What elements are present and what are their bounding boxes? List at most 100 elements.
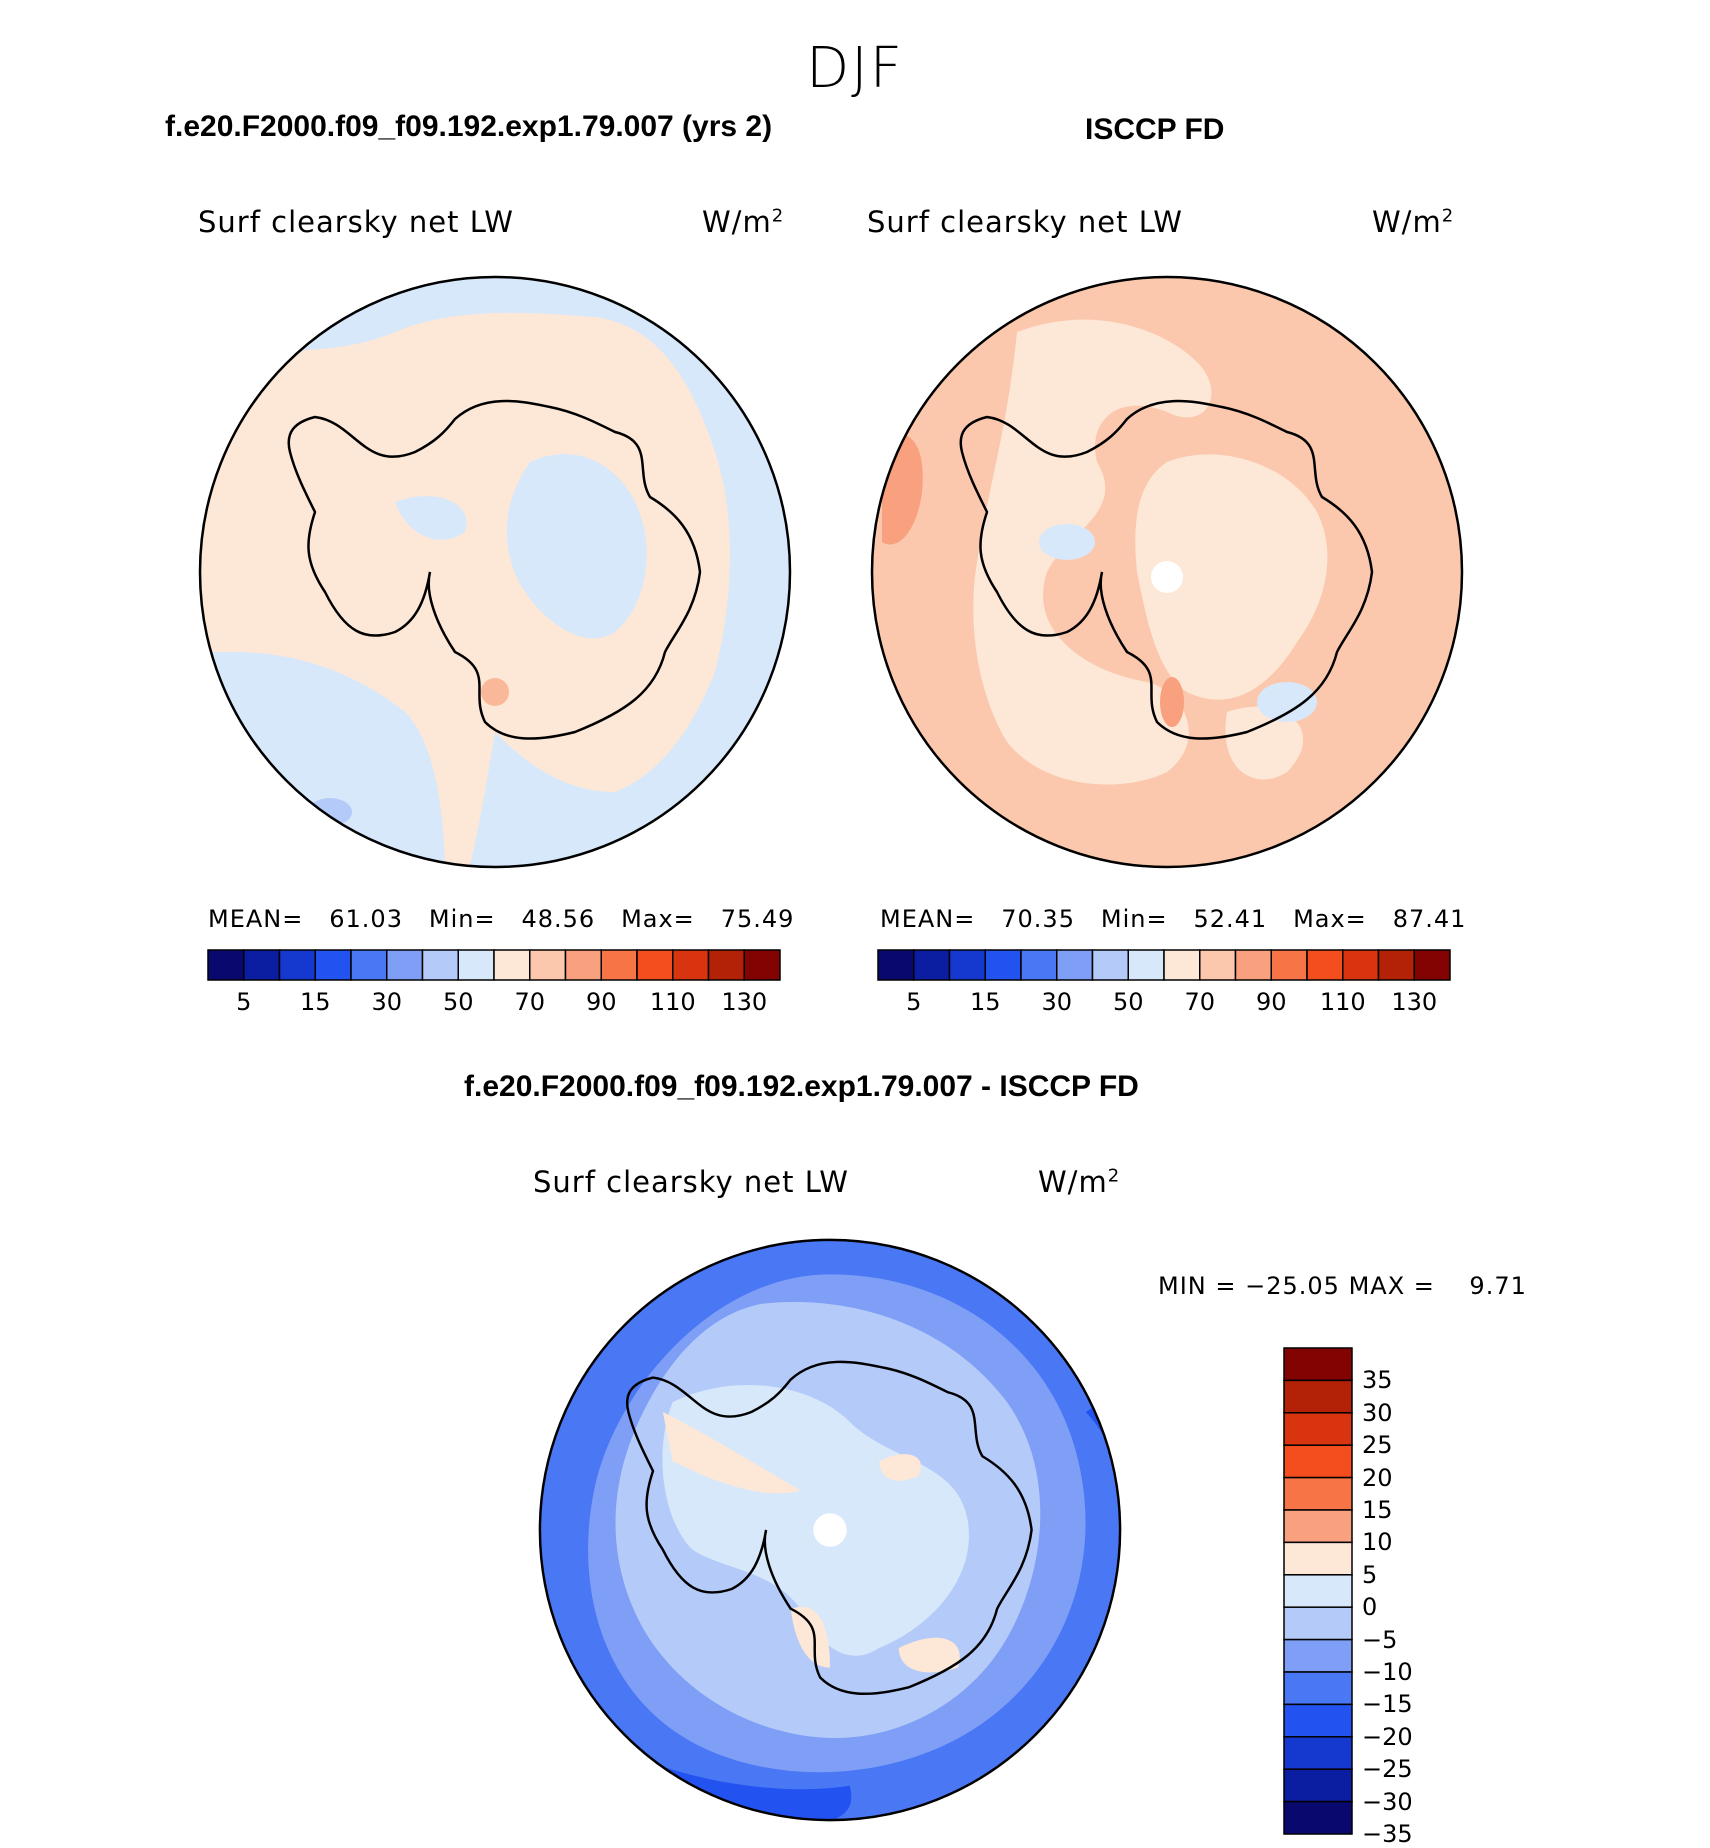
left-colorbar-tick-label: 5: [236, 988, 252, 1016]
right-colorbar-swatch: [1163, 949, 1201, 981]
main-title: DJF: [806, 36, 904, 101]
diff-colorbar-tick-label: −5: [1362, 1625, 1398, 1654]
right-colorbar-swatch: [1056, 949, 1094, 981]
diff-colorbar-swatch: [1283, 1379, 1353, 1414]
diff-map: [538, 1238, 1122, 1822]
right-colorbar-swatch: [1413, 949, 1451, 981]
right-colorbar-swatch: [1306, 949, 1344, 981]
right-colorbar-tick-label: 110: [1319, 988, 1366, 1016]
left-colorbar-swatch: [600, 949, 638, 981]
right-colorbar-swatch: [1377, 949, 1415, 981]
left-colorbar-swatch: [672, 949, 710, 981]
right-colorbar: [877, 949, 1451, 981]
diff-colorbar-tick-label: −20: [1362, 1722, 1413, 1751]
left-colorbar-swatch: [207, 949, 245, 981]
diff-colorbar-swatch: [1283, 1703, 1353, 1738]
diff-colorbar-swatch: [1283, 1606, 1353, 1641]
left-colorbar-swatch: [457, 949, 495, 981]
diff-min-max: MIN = −25.05 MAX = 9.71: [1158, 1272, 1527, 1300]
right-colorbar-swatch: [913, 949, 951, 981]
left-colorbar-tick-label: 15: [299, 988, 331, 1016]
left-colorbar-swatch: [386, 949, 424, 981]
diff-colorbar-tick-label: 30: [1362, 1398, 1393, 1427]
diff-colorbar-swatch: [1283, 1509, 1353, 1544]
left-colorbar-ticks: 5 15 30 50 70 90 110 130: [208, 988, 780, 1018]
left-colorbar-swatch: [278, 949, 316, 981]
left-colorbar-swatch: [707, 949, 745, 981]
diff-colorbar-tick-label: 20: [1362, 1463, 1393, 1492]
right-colorbar-swatch: [984, 949, 1022, 981]
diff-title: f.e20.F2000.f09_f09.192.exp1.79.007 - IS…: [464, 1070, 1139, 1103]
diff-colorbar-tick-label: −35: [1362, 1820, 1413, 1848]
diff-colorbar-swatch: [1283, 1768, 1353, 1803]
diff-colorbar-tick-label: −30: [1362, 1787, 1413, 1816]
left-colorbar-swatch: [243, 949, 281, 981]
right-colorbar-tick-label: 15: [969, 988, 1001, 1016]
right-colorbar-swatch: [877, 949, 915, 981]
diff-colorbar-tick-label: 25: [1362, 1431, 1393, 1460]
diff-colorbar-ticks: 35 30 25 20 15 10 5 0 −5 −10 −15 −20 −25 −30 −35: [1362, 1348, 1472, 1848]
diff-colorbar-tick-label: −25: [1362, 1755, 1413, 1784]
left-case-title: f.e20.F2000.f09_f09.192.exp1.79.007 (yrs…: [165, 110, 773, 143]
left-colorbar-tick-label: 130: [721, 988, 768, 1016]
left-colorbar-tick-label: 90: [585, 988, 617, 1016]
diff-variable-label: Surf clearsky net LW: [533, 1165, 849, 1199]
right-map: [870, 275, 1464, 869]
right-colorbar-swatch: [1020, 949, 1058, 981]
right-colorbar-swatch: [1127, 949, 1165, 981]
diff-colorbar-tick-label: 35: [1362, 1366, 1393, 1395]
diff-colorbar-swatch: [1283, 1476, 1353, 1511]
diff-colorbar-tick-label: −10: [1362, 1658, 1413, 1686]
right-colorbar-swatch: [1270, 949, 1308, 981]
diff-colorbar-tick-label: 15: [1362, 1496, 1393, 1524]
diff-colorbar-tick-label: 0: [1362, 1593, 1378, 1622]
right-colorbar-tick-label: 30: [1041, 988, 1073, 1016]
left-colorbar-swatch: [529, 949, 567, 981]
left-colorbar-tick-label: 30: [371, 988, 403, 1016]
left-colorbar-swatch: [421, 949, 459, 981]
right-colorbar-swatch: [948, 949, 986, 981]
right-colorbar-tick-label: 70: [1184, 988, 1216, 1016]
left-colorbar-tick-label: 110: [649, 988, 696, 1016]
diff-colorbar-swatch: [1283, 1638, 1353, 1673]
right-colorbar-tick-label: 130: [1391, 988, 1438, 1016]
left-colorbar-swatch: [350, 949, 388, 981]
right-units: W/m2: [1372, 205, 1455, 239]
right-colorbar-tick-label: 90: [1255, 988, 1287, 1016]
diff-colorbar-tick-label: 10: [1362, 1528, 1393, 1557]
right-case-title: ISCCP FD: [1085, 113, 1225, 146]
right-colorbar-swatch: [1234, 949, 1272, 981]
left-colorbar-swatch: [493, 949, 531, 981]
right-colorbar-tick-label: 50: [1112, 988, 1144, 1016]
right-map-light-band: [973, 319, 1212, 785]
left-map-warm-region: [200, 312, 730, 867]
left-colorbar-tick-label: 70: [514, 988, 546, 1016]
left-map: [198, 275, 792, 869]
diff-antarctica-coastline: [626, 1360, 1033, 1696]
diff-units: W/m2: [1038, 1165, 1121, 1199]
left-colorbar: [207, 949, 781, 981]
left-colorbar-tick-label: 50: [442, 988, 474, 1016]
right-colorbar-ticks: 5 15 30 50 70 90 110 130: [878, 988, 1450, 1018]
diff-colorbar-swatch: [1283, 1574, 1353, 1608]
diff-colorbar-tick-label: 5: [1362, 1560, 1378, 1589]
diff-colorbar-tick-label: −15: [1362, 1690, 1413, 1719]
right-antarctica-coastline: [959, 399, 1374, 740]
diff-colorbar-swatch: [1283, 1800, 1353, 1835]
diff-colorbar-swatch: [1283, 1412, 1353, 1446]
left-stats: MEAN= 61.03 Min= 48.56 Max= 75.49: [208, 905, 795, 933]
right-colorbar-swatch: [1091, 949, 1129, 981]
left-colorbar-swatch: [314, 949, 352, 981]
right-variable-label: Surf clearsky net LW: [867, 205, 1183, 239]
right-stats: MEAN= 70.35 Min= 52.41 Max= 87.41: [880, 905, 1467, 933]
left-map-interior-cool: [506, 454, 647, 639]
diff-colorbar: [1283, 1347, 1353, 1835]
left-variable-label: Surf clearsky net LW: [198, 205, 514, 239]
diff-colorbar-swatch: [1283, 1444, 1353, 1479]
diff-colorbar-swatch: [1283, 1541, 1353, 1576]
left-colorbar-swatch: [564, 949, 602, 981]
right-colorbar-swatch: [1199, 949, 1237, 981]
left-colorbar-swatch: [636, 949, 674, 981]
diff-colorbar-swatch: [1283, 1347, 1353, 1382]
diff-colorbar-swatch: [1283, 1736, 1353, 1770]
